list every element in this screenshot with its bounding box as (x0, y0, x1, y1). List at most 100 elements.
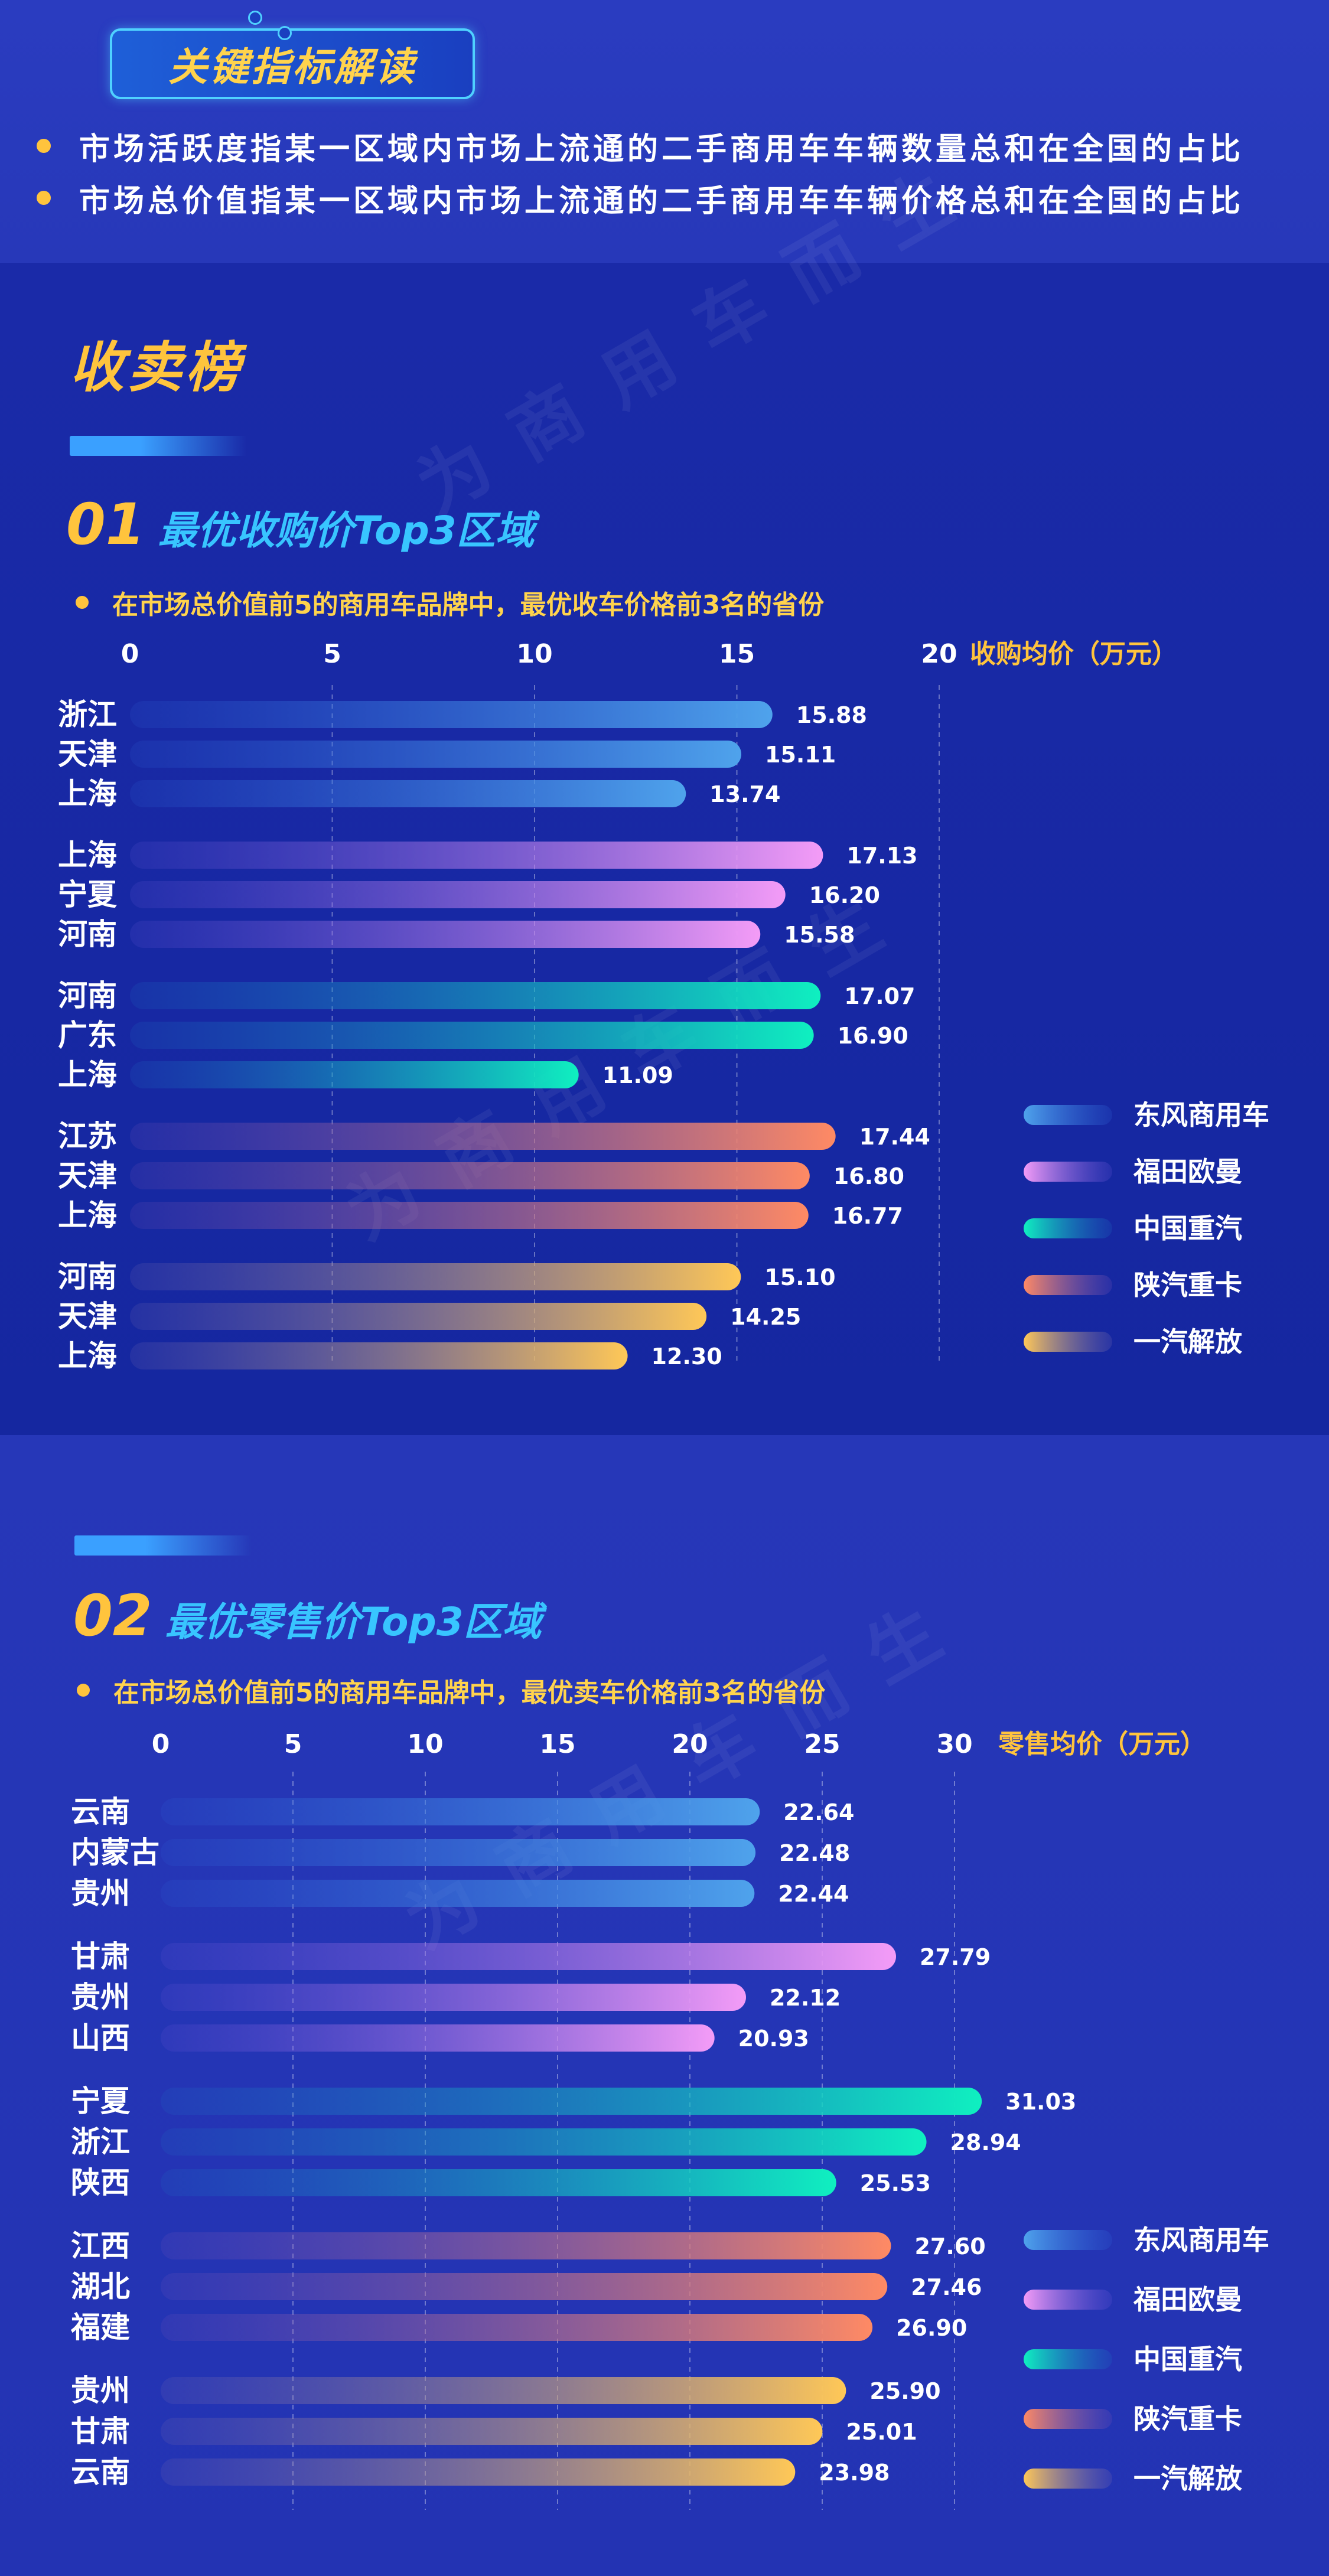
badge-node-icon (278, 26, 292, 40)
note-text: 市场活跃度指某一区域内市场上流通的二手商用车车辆数量总和在全国的占比 (79, 131, 1245, 167)
legend-label: 福田欧曼 (1133, 1156, 1242, 1188)
x-axis-unit-label: 收购均价（万元） (970, 639, 1178, 669)
bar (161, 1880, 755, 1907)
data-label: 26.90 (896, 2315, 967, 2341)
legend-label: 陕汽重卡 (1133, 1269, 1242, 1301)
legend-swatch (1024, 1218, 1112, 1238)
data-label: 17.07 (844, 983, 915, 1009)
x-tick-label: 0 (121, 639, 139, 669)
data-label: 22.48 (779, 1840, 850, 1866)
legend-swatch (1024, 1105, 1112, 1125)
x-tick-label: 20 (672, 1729, 708, 1759)
legend-label: 福田欧曼 (1133, 2284, 1242, 2316)
chart2-title: 最优零售价Top3区域 (165, 1599, 542, 1645)
x-tick-label: 10 (516, 639, 552, 669)
bar (161, 2128, 927, 2156)
data-label: 20.93 (738, 2026, 809, 2052)
bullet-icon (37, 191, 51, 205)
note-text: 市场总价值指某一区域内市场上流通的二手商用车车辆价格总和在全国的占比 (79, 183, 1245, 219)
category-label: 甘肃 (71, 1939, 130, 1974)
category-label: 江苏 (58, 1119, 117, 1153)
chart2-number: 02 (73, 1583, 152, 1649)
bar (161, 1984, 746, 2011)
category-label: 山西 (71, 2021, 130, 2055)
data-label: 16.80 (833, 1163, 904, 1189)
data-label: 25.90 (869, 2378, 940, 2404)
legend-swatch (1024, 2349, 1112, 2369)
category-label: 云南 (71, 1795, 130, 1829)
legend-label: 中国重汽 (1133, 1212, 1242, 1244)
data-label: 22.64 (783, 1799, 854, 1825)
data-label: 16.77 (832, 1203, 903, 1229)
category-label: 甘肃 (71, 2414, 130, 2448)
data-label: 25.01 (846, 2419, 917, 2445)
chart1-number: 01 (66, 491, 145, 557)
legend-swatch (1024, 2230, 1112, 2250)
category-label: 上海 (58, 1339, 117, 1373)
note-row: 市场活跃度指某一区域内市场上流通的二手商用车车辆数量总和在全国的占比 (37, 125, 1244, 167)
data-label: 15.88 (796, 702, 867, 728)
x-tick-label: 30 (936, 1729, 972, 1759)
bar (161, 2232, 891, 2259)
bar (130, 921, 761, 948)
data-label: 25.53 (860, 2170, 931, 2196)
category-label: 内蒙古 (71, 1835, 159, 1870)
x-tick-label: 10 (407, 1729, 443, 1759)
category-label: 河南 (58, 979, 117, 1013)
data-label: 22.12 (770, 1985, 841, 2011)
category-label: 河南 (58, 917, 117, 951)
bar (130, 741, 742, 768)
category-label: 天津 (58, 1159, 117, 1193)
bar (130, 1022, 814, 1049)
chart1-subtitle: 在市场总价值前5的商用车品牌中，最优收车价格前3名的省份 (112, 590, 825, 620)
chart2-plot: 0 5 10 15 20 25 30 零售均价（万元） 云南 22.64 内蒙古 22.48 贵州 22.… (70, 1729, 1269, 2510)
data-label: 16.20 (809, 882, 880, 908)
chart1-heading: 01 最优收购价Top3区域 (66, 491, 535, 557)
legend-label: 东风商用车 (1133, 2224, 1269, 2256)
legend-label: 陕汽重卡 (1133, 2403, 1242, 2435)
data-label: 27.60 (914, 2233, 985, 2259)
bullet-icon (76, 596, 89, 609)
x-tick-label: 5 (323, 639, 341, 669)
x-tick-label: 25 (804, 1729, 840, 1759)
data-label: 17.13 (846, 843, 917, 869)
chart2-heading: 02 最优零售价Top3区域 (73, 1583, 542, 1649)
category-label: 上海 (58, 838, 117, 872)
category-label: 宁夏 (71, 2084, 131, 2118)
bar (161, 2314, 873, 2341)
bar (130, 1162, 810, 1189)
bar (161, 2418, 823, 2445)
category-label: 陕西 (71, 2166, 130, 2200)
legend-swatch (1024, 2409, 1112, 2429)
legend-swatch (1024, 1332, 1112, 1352)
x-tick-label: 15 (539, 1729, 575, 1759)
legend-swatch (1024, 2290, 1112, 2310)
accent-bar (70, 436, 247, 456)
bar (161, 1943, 896, 1970)
category-label: 江西 (71, 2229, 130, 2263)
bar (161, 1798, 760, 1825)
category-label: 天津 (58, 737, 117, 771)
bar (130, 881, 786, 908)
bar (130, 1263, 741, 1290)
data-label: 31.03 (1005, 2089, 1076, 2115)
section-title: 收卖榜 (70, 336, 244, 399)
bar (130, 780, 686, 807)
accent-bar (74, 1535, 252, 1556)
bar (161, 2273, 888, 2300)
bullet-icon (77, 1684, 90, 1697)
data-label: 14.25 (730, 1304, 801, 1330)
category-label: 宁夏 (58, 878, 118, 912)
note-row: 市场总价值指某一区域内市场上流通的二手商用车车辆价格总和在全国的占比 (37, 177, 1244, 219)
legend-label: 中国重汽 (1133, 2343, 1242, 2375)
chart2-subtitle: 在市场总价值前5的商用车品牌中，最优卖车价格前3名的省份 (113, 1678, 826, 1708)
data-label: 22.44 (778, 1881, 849, 1907)
category-label: 湖北 (71, 2270, 130, 2304)
chart1-subtitle-row: 在市场总价值前5的商用车品牌中，最优收车价格前3名的省份 (76, 583, 824, 621)
badge-node-icon (248, 11, 262, 25)
bar (130, 1202, 809, 1229)
chart2-subtitle-row: 在市场总价值前5的商用车品牌中，最优卖车价格前3名的省份 (77, 1671, 825, 1709)
category-label: 上海 (58, 777, 117, 811)
data-label: 15.58 (784, 922, 855, 948)
data-label: 17.44 (859, 1124, 930, 1150)
